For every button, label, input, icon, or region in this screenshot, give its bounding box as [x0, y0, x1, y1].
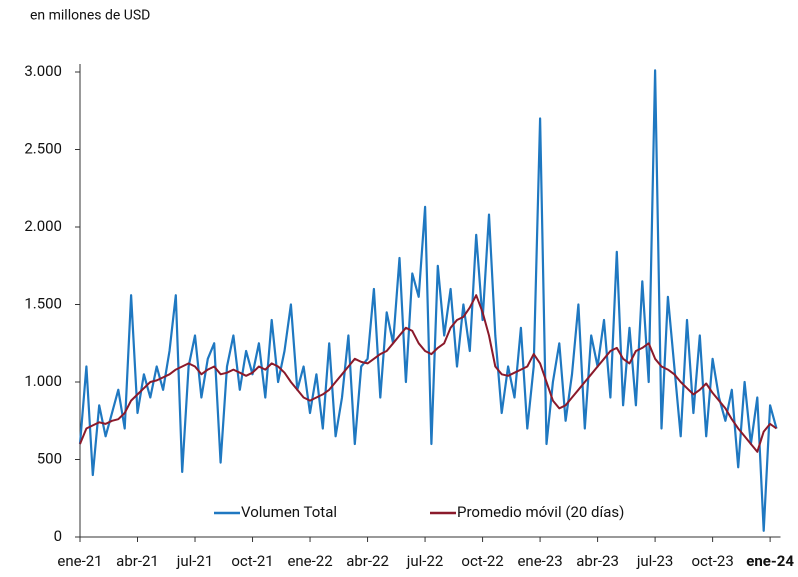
x-tick-label: abr-21 [116, 552, 159, 570]
x-tick-label: jul-23 [636, 552, 674, 570]
y-tick-label: 0 [54, 527, 62, 545]
y-tick-label: 2.000 [24, 217, 62, 235]
legend-label: Volumen Total [241, 503, 337, 521]
x-tick-label: ene-23 [517, 552, 562, 570]
x-tick-label: abr-23 [576, 552, 619, 570]
x-tick-label: oct-22 [461, 552, 503, 570]
x-tick-label: oct-23 [691, 552, 733, 570]
x-tick-label: oct-21 [231, 552, 273, 570]
x-tick-label: abr-22 [346, 552, 389, 570]
chart-subtitle: en millones de USD [30, 8, 150, 24]
y-tick-label: 3.000 [24, 62, 62, 80]
y-tick-label: 500 [37, 449, 62, 467]
x-tick-label: ene-24 [746, 552, 794, 570]
x-tick-label: jul-22 [406, 552, 444, 570]
x-tick-label: jul-21 [176, 552, 214, 570]
x-tick-label: ene-22 [287, 552, 332, 570]
x-tick-label: ene-21 [57, 552, 102, 570]
y-tick-label: 2.500 [24, 139, 62, 157]
y-tick-label: 1.000 [24, 372, 62, 390]
y-tick-label: 1.500 [24, 294, 62, 312]
legend-label: Promedio móvil (20 días) [457, 503, 624, 521]
data-line [79, 294, 778, 453]
data-line [78, 69, 778, 532]
